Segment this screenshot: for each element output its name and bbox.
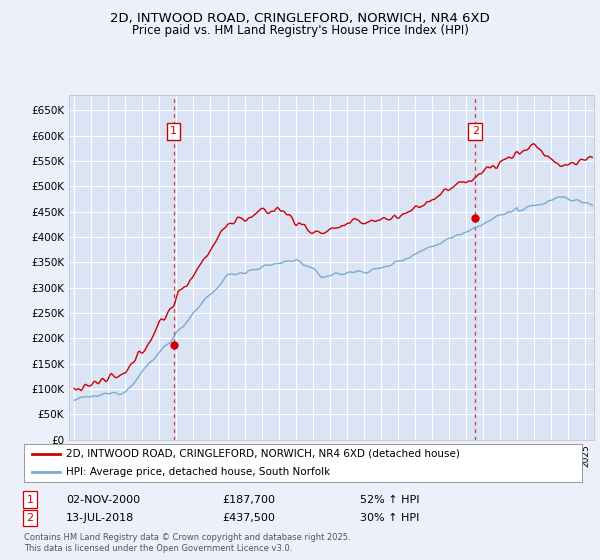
Text: 2D, INTWOOD ROAD, CRINGLEFORD, NORWICH, NR4 6XD: 2D, INTWOOD ROAD, CRINGLEFORD, NORWICH, … — [110, 12, 490, 25]
Text: 1: 1 — [170, 127, 177, 137]
Text: Price paid vs. HM Land Registry's House Price Index (HPI): Price paid vs. HM Land Registry's House … — [131, 24, 469, 36]
Text: 02-NOV-2000: 02-NOV-2000 — [66, 494, 140, 505]
Text: Contains HM Land Registry data © Crown copyright and database right 2025.
This d: Contains HM Land Registry data © Crown c… — [24, 533, 350, 553]
Text: 2: 2 — [472, 127, 479, 137]
Text: 1: 1 — [26, 494, 34, 505]
Text: £437,500: £437,500 — [222, 513, 275, 523]
Text: £187,700: £187,700 — [222, 494, 275, 505]
Text: 13-JUL-2018: 13-JUL-2018 — [66, 513, 134, 523]
Text: 2: 2 — [26, 513, 34, 523]
Text: 52% ↑ HPI: 52% ↑ HPI — [360, 494, 419, 505]
Text: 30% ↑ HPI: 30% ↑ HPI — [360, 513, 419, 523]
Text: HPI: Average price, detached house, South Norfolk: HPI: Average price, detached house, Sout… — [66, 467, 330, 477]
Text: 2D, INTWOOD ROAD, CRINGLEFORD, NORWICH, NR4 6XD (detached house): 2D, INTWOOD ROAD, CRINGLEFORD, NORWICH, … — [66, 449, 460, 459]
